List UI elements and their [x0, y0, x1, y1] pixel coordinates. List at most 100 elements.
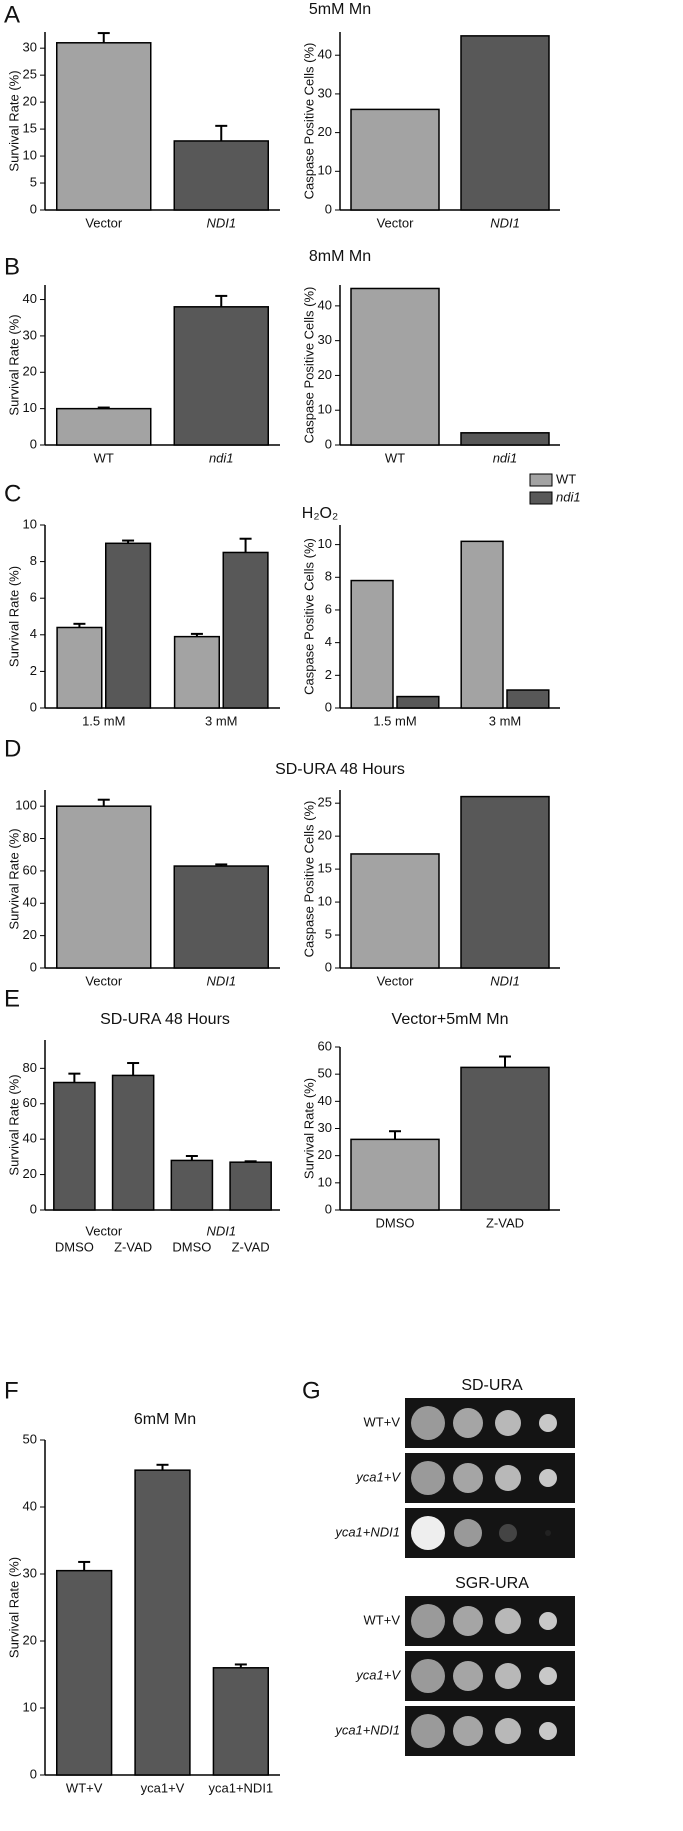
colony-spot — [495, 1663, 521, 1689]
bar — [212, 1667, 270, 1776]
panel-label: E — [4, 985, 20, 1012]
y-tick-label: 0 — [325, 201, 332, 216]
chart-title: 5mM Mn — [309, 1, 371, 18]
y-tick-label: 40 — [23, 1131, 37, 1146]
y-tick-label: 25 — [318, 795, 332, 810]
colony-spot — [539, 1469, 557, 1487]
x-tick-label: DMSO — [376, 1215, 415, 1230]
y-tick-label: 20 — [318, 124, 332, 139]
bar — [134, 1469, 191, 1776]
bar — [460, 432, 550, 446]
y-tick-label: 20 — [318, 828, 332, 843]
y-tick-label: 10 — [318, 894, 332, 909]
bar — [56, 407, 152, 446]
row-label: WT+V — [364, 1612, 401, 1627]
y-tick-label: 60 — [23, 862, 37, 877]
y-tick-label: 10 — [23, 516, 37, 531]
y-axis-label: Survival Rate (%) — [6, 70, 21, 171]
legend-label: ndi1 — [556, 489, 581, 504]
x-tick-label: Vector — [377, 215, 415, 230]
bar — [350, 853, 440, 969]
chart-title: 8mM Mn — [309, 248, 371, 265]
x-tick-label: NDI1 — [490, 973, 520, 988]
y-tick-label: 0 — [325, 436, 332, 451]
bar — [506, 689, 550, 709]
bar — [350, 1138, 440, 1211]
y-tick-label: 40 — [23, 1498, 37, 1513]
y-tick-label: 0 — [30, 959, 37, 974]
legend-label: WT — [556, 471, 576, 486]
bar — [173, 635, 221, 709]
bar — [350, 579, 394, 709]
y-tick-label: 20 — [318, 367, 332, 382]
colony-spot — [411, 1659, 445, 1693]
x-tick-label: ndi1 — [493, 450, 518, 465]
y-tick-label: 0 — [30, 436, 37, 451]
y-axis-label: Survival Rate (%) — [6, 314, 21, 415]
y-tick-label: 5 — [325, 926, 332, 941]
y-axis-label: Caspase Positive Cells (%) — [301, 43, 316, 200]
bar — [460, 540, 504, 709]
legend-swatch — [529, 491, 553, 505]
colony-spot — [411, 1406, 445, 1440]
panel-label: B — [4, 253, 20, 280]
colony-spot — [495, 1608, 521, 1634]
bar — [222, 551, 269, 709]
x-tick-label: Z-VAD — [486, 1215, 524, 1230]
x-tick-label: ndi1 — [209, 450, 234, 465]
colony-spot — [411, 1461, 445, 1495]
y-tick-label: 15 — [23, 121, 37, 136]
chart-title: SD-URA 48 Hours — [100, 1011, 230, 1028]
section-title: SGR-URA — [455, 1575, 529, 1592]
bar — [53, 1081, 96, 1211]
colony-spot — [495, 1410, 521, 1436]
x-tick-label: Vector — [85, 973, 123, 988]
colony-spot — [539, 1612, 557, 1630]
colony-spot — [545, 1530, 551, 1536]
x-tick-label: WT — [94, 450, 114, 465]
x-tick-label: yca1+NDI1 — [208, 1780, 273, 1795]
x-tick-label: Vector — [377, 973, 415, 988]
colony-spot — [495, 1465, 521, 1491]
bar — [396, 695, 440, 709]
x-tick-label: NDI1 — [490, 215, 520, 230]
y-tick-label: 40 — [318, 297, 332, 312]
y-tick-label: 10 — [318, 402, 332, 417]
row-label: WT+V — [364, 1414, 401, 1429]
y-tick-label: 8 — [30, 553, 37, 568]
x-tick-label: 1.5 mM — [373, 713, 416, 728]
panel-label: A — [4, 1, 20, 28]
chart-title: SD-URA 48 Hours — [275, 761, 405, 778]
panel-label: C — [4, 480, 21, 507]
x-tick-label: WT — [385, 450, 405, 465]
colony-spot — [453, 1408, 483, 1438]
y-tick-label: 60 — [318, 1038, 332, 1053]
section-title: SD-URA — [461, 1377, 523, 1394]
y-tick-label: 5 — [30, 174, 37, 189]
y-tick-label: 20 — [23, 94, 37, 109]
x-tick-label: WT+V — [66, 1780, 103, 1795]
y-tick-label: 6 — [325, 601, 332, 616]
y-tick-label: 0 — [30, 201, 37, 216]
colony-spot — [539, 1667, 557, 1685]
y-tick-label: 15 — [318, 861, 332, 876]
y-tick-label: 30 — [318, 332, 332, 347]
panel-label: G — [302, 1377, 321, 1404]
x-tick-label: 3 mM — [489, 713, 522, 728]
y-tick-label: 2 — [30, 663, 37, 678]
y-tick-label: 4 — [325, 634, 332, 649]
colony-spot — [453, 1606, 483, 1636]
y-tick-label: 0 — [30, 1766, 37, 1781]
y-tick-label: 40 — [318, 1093, 332, 1108]
colony-spot — [539, 1722, 557, 1740]
y-tick-label: 10 — [318, 163, 332, 178]
row-label: yca1+NDI1 — [334, 1722, 400, 1737]
bar — [56, 805, 152, 969]
y-tick-label: 30 — [318, 85, 332, 100]
y-tick-label: 40 — [23, 291, 37, 306]
x-tick-label: NDI1 — [206, 973, 236, 988]
y-tick-label: 80 — [23, 830, 37, 845]
x-tick-label: Vector — [85, 215, 123, 230]
y-tick-label: 10 — [23, 1699, 37, 1714]
